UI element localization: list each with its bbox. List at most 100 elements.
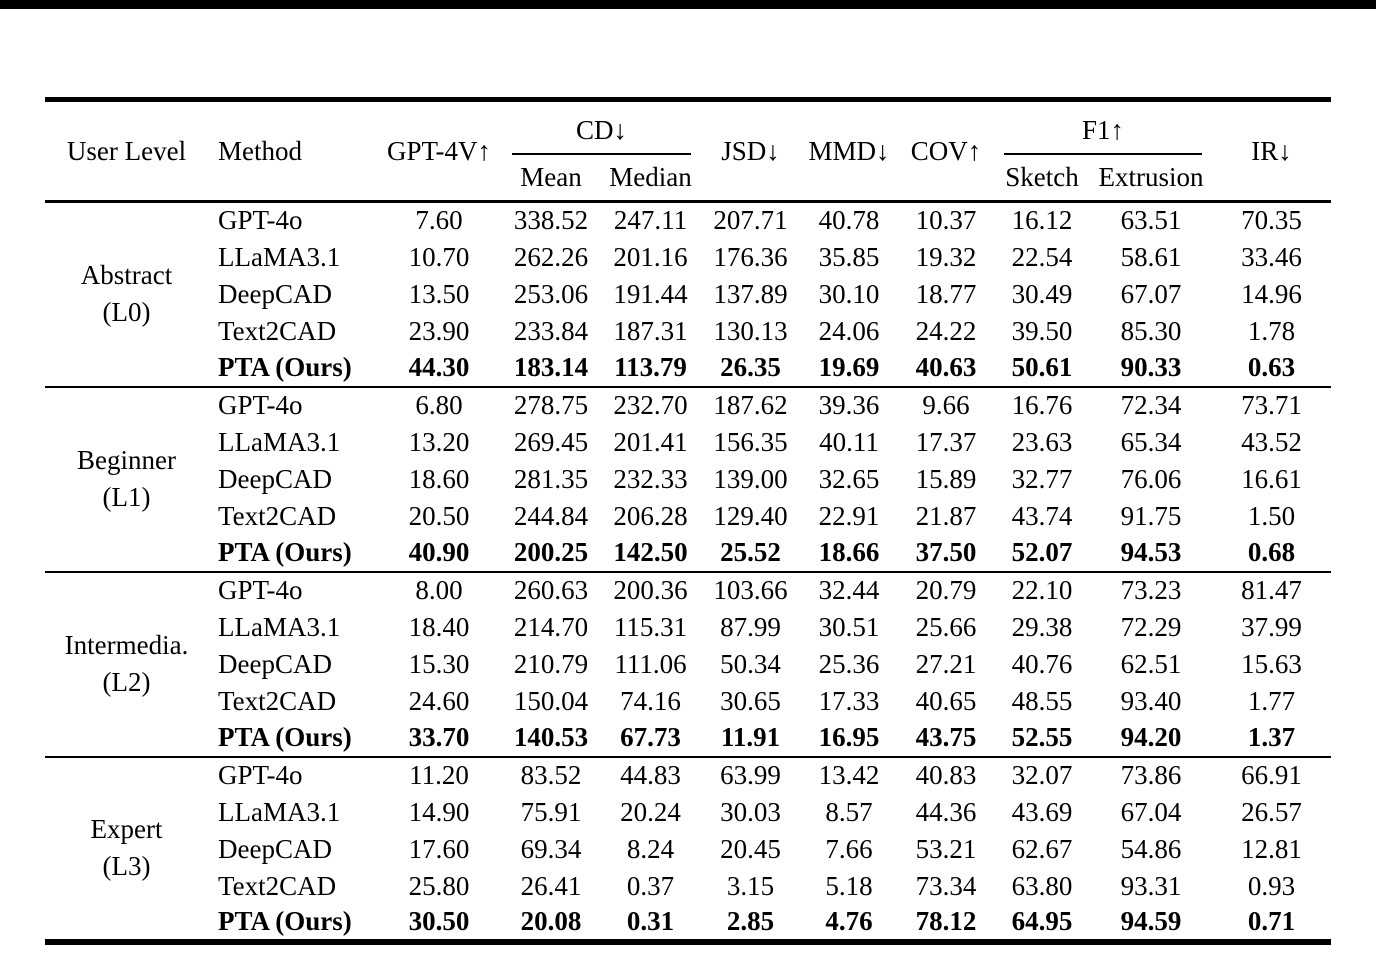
metric-cell: 65.34 (1120, 426, 1182, 457)
method-cell: PTA (Ours) (218, 352, 352, 382)
col-header-cd-mean: Mean (520, 161, 582, 192)
metric-cell: 3.15 (726, 870, 775, 901)
metric-cell: 214.70 (513, 611, 589, 642)
metric-cell: 19.69 (818, 352, 880, 382)
table-row: Intermedia. (L2) GPT-4o 8.00 260.63 200.36 103… (45, 571, 1332, 697)
metric-cell: 8.00 (415, 575, 463, 605)
metric-cell: 1.78 (1247, 315, 1296, 346)
metric-cell: 58.61 (1120, 241, 1182, 272)
metric-cell: 10.37 (915, 205, 977, 236)
metric-cell: 5.18 (825, 870, 873, 901)
metric-cell: 23.90 (408, 315, 470, 346)
metric-cell: 18.40 (408, 611, 470, 642)
metric-cell: 16.61 (1241, 463, 1302, 494)
table-row: LLaMA3.1 18.40 214.70 115.31 87.99 30.51 25.66… (45, 609, 1331, 646)
metric-cell: 94.20 (1120, 722, 1182, 752)
metric-cell: 39.36 (818, 390, 880, 420)
metric-cell: 115.31 (613, 611, 688, 642)
metric-cell: 40.90 (408, 537, 470, 567)
metric-cell: 260.63 (513, 575, 589, 605)
metric-cell: 1.50 (1247, 500, 1296, 531)
col-header-f1-sketch: Sketch (1005, 161, 1079, 192)
metric-cell: 9.66 (922, 390, 970, 420)
table-row: DeepCAD 15.30 210.79 111.06 50.34 25.36 27.21 4… (45, 646, 1331, 683)
user-level-cell: Abstract (L0) (45, 202, 208, 387)
metric-cell: 0.31 (626, 906, 675, 936)
col-header-mmd: MMD↓ (808, 135, 890, 166)
metric-cell: 200.25 (513, 537, 589, 567)
metric-cell: 27.21 (915, 648, 977, 679)
metric-cell: 1.37 (1247, 722, 1296, 752)
metric-cell: 43.75 (915, 722, 977, 752)
metric-cell: 25.52 (720, 537, 781, 567)
metric-cell: 26.35 (720, 352, 781, 382)
metric-cell: 187.62 (713, 390, 788, 420)
user-level-name: Intermedia. (64, 630, 189, 660)
metric-cell: 70.35 (1241, 205, 1302, 236)
metric-cell: 150.04 (513, 685, 589, 716)
metric-cell: 20.50 (408, 500, 470, 531)
metric-cell: 50.61 (1011, 352, 1073, 382)
metric-cell: 14.96 (1241, 278, 1302, 309)
metric-cell: 85.30 (1120, 315, 1182, 346)
metric-cell: 91.75 (1120, 500, 1182, 531)
f1-group-label: F1↑ (1004, 115, 1203, 155)
metric-cell: 75.91 (520, 796, 582, 827)
metric-cell: 43.69 (1011, 796, 1073, 827)
metric-cell: 30.49 (1011, 278, 1073, 309)
metric-cell: 94.53 (1120, 537, 1182, 567)
metric-cell: 18.66 (818, 537, 880, 567)
metric-cell: 200.36 (613, 575, 688, 605)
metric-cell: 73.34 (915, 870, 977, 901)
metric-cell: 210.79 (513, 648, 589, 679)
metric-cell: 87.99 (720, 611, 781, 642)
metric-cell: 16.12 (1011, 205, 1073, 236)
header-row-groups: User Level Method GPT-4V↑ CD↓ JSD↓ MMD↓ … (45, 100, 1331, 166)
metric-cell: 15.30 (408, 648, 470, 679)
col-header-gpt4v: GPT-4V↑ (386, 135, 492, 166)
metric-cell: 11.91 (720, 722, 781, 752)
table-row: Text2CAD 24.60 150.04 74.16 30.65 17.33 40.65 4… (45, 683, 1331, 720)
table-row: LLaMA3.1 13.20 269.45 201.41 156.35 40.11 17.3… (45, 424, 1331, 461)
metric-cell: 11.20 (409, 760, 469, 790)
metric-cell: 24.60 (408, 685, 470, 716)
user-level-cell: Intermedia. (L2) (45, 572, 208, 757)
metric-cell: 62.67 (1011, 833, 1073, 864)
metric-cell: 94.59 (1120, 906, 1182, 936)
metric-cell: 24.06 (818, 315, 880, 346)
metric-cell: 247.11 (613, 205, 688, 236)
metric-cell: 201.16 (613, 241, 688, 272)
results-table: User Level Method GPT-4V↑ CD↓ JSD↓ MMD↓ … (45, 97, 1332, 945)
metric-cell: 37.50 (915, 537, 977, 567)
metric-cell: 73.23 (1120, 575, 1182, 605)
metric-cell: 67.73 (620, 722, 681, 752)
col-header-ir: IR↓ (1251, 135, 1292, 166)
metric-cell: 43.74 (1011, 500, 1073, 531)
col-header-f1-group: F1↑ (994, 100, 1212, 155)
method-cell: GPT-4o (218, 575, 303, 605)
metric-cell: 22.91 (818, 500, 880, 531)
table-row: LLaMA3.1 14.90 75.91 20.24 30.03 8.57 44.36 43.… (45, 794, 1331, 831)
metric-cell: 22.10 (1011, 575, 1073, 605)
metric-cell: 156.35 (713, 426, 788, 457)
metric-cell: 6.80 (415, 390, 463, 420)
metric-cell: 269.45 (513, 426, 589, 457)
metric-cell: 18.77 (915, 278, 977, 309)
metric-cell: 7.60 (415, 205, 463, 236)
metric-cell: 2.85 (726, 906, 775, 936)
metric-cell: 10.70 (408, 241, 470, 272)
col-header-cd-median: Median (609, 161, 692, 192)
metric-cell: 76.06 (1120, 463, 1182, 494)
user-level-cell: Expert (L3) (45, 757, 208, 942)
col-header-cov: COV↑ (910, 135, 982, 166)
metric-cell: 67.07 (1120, 278, 1182, 309)
metric-cell: 137.89 (713, 278, 788, 309)
metric-cell: 262.26 (513, 241, 589, 272)
metric-cell: 44.30 (408, 352, 470, 382)
metric-cell: 13.50 (408, 278, 470, 309)
metric-cell: 130.13 (713, 315, 788, 346)
metric-cell: 64.95 (1011, 906, 1073, 936)
method-cell: GPT-4o (218, 390, 303, 420)
method-cell: GPT-4o (218, 205, 303, 236)
table-row: Expert (L3) GPT-4o 11.20 83.52 44.83 63.99 13.4… (45, 756, 1332, 881)
